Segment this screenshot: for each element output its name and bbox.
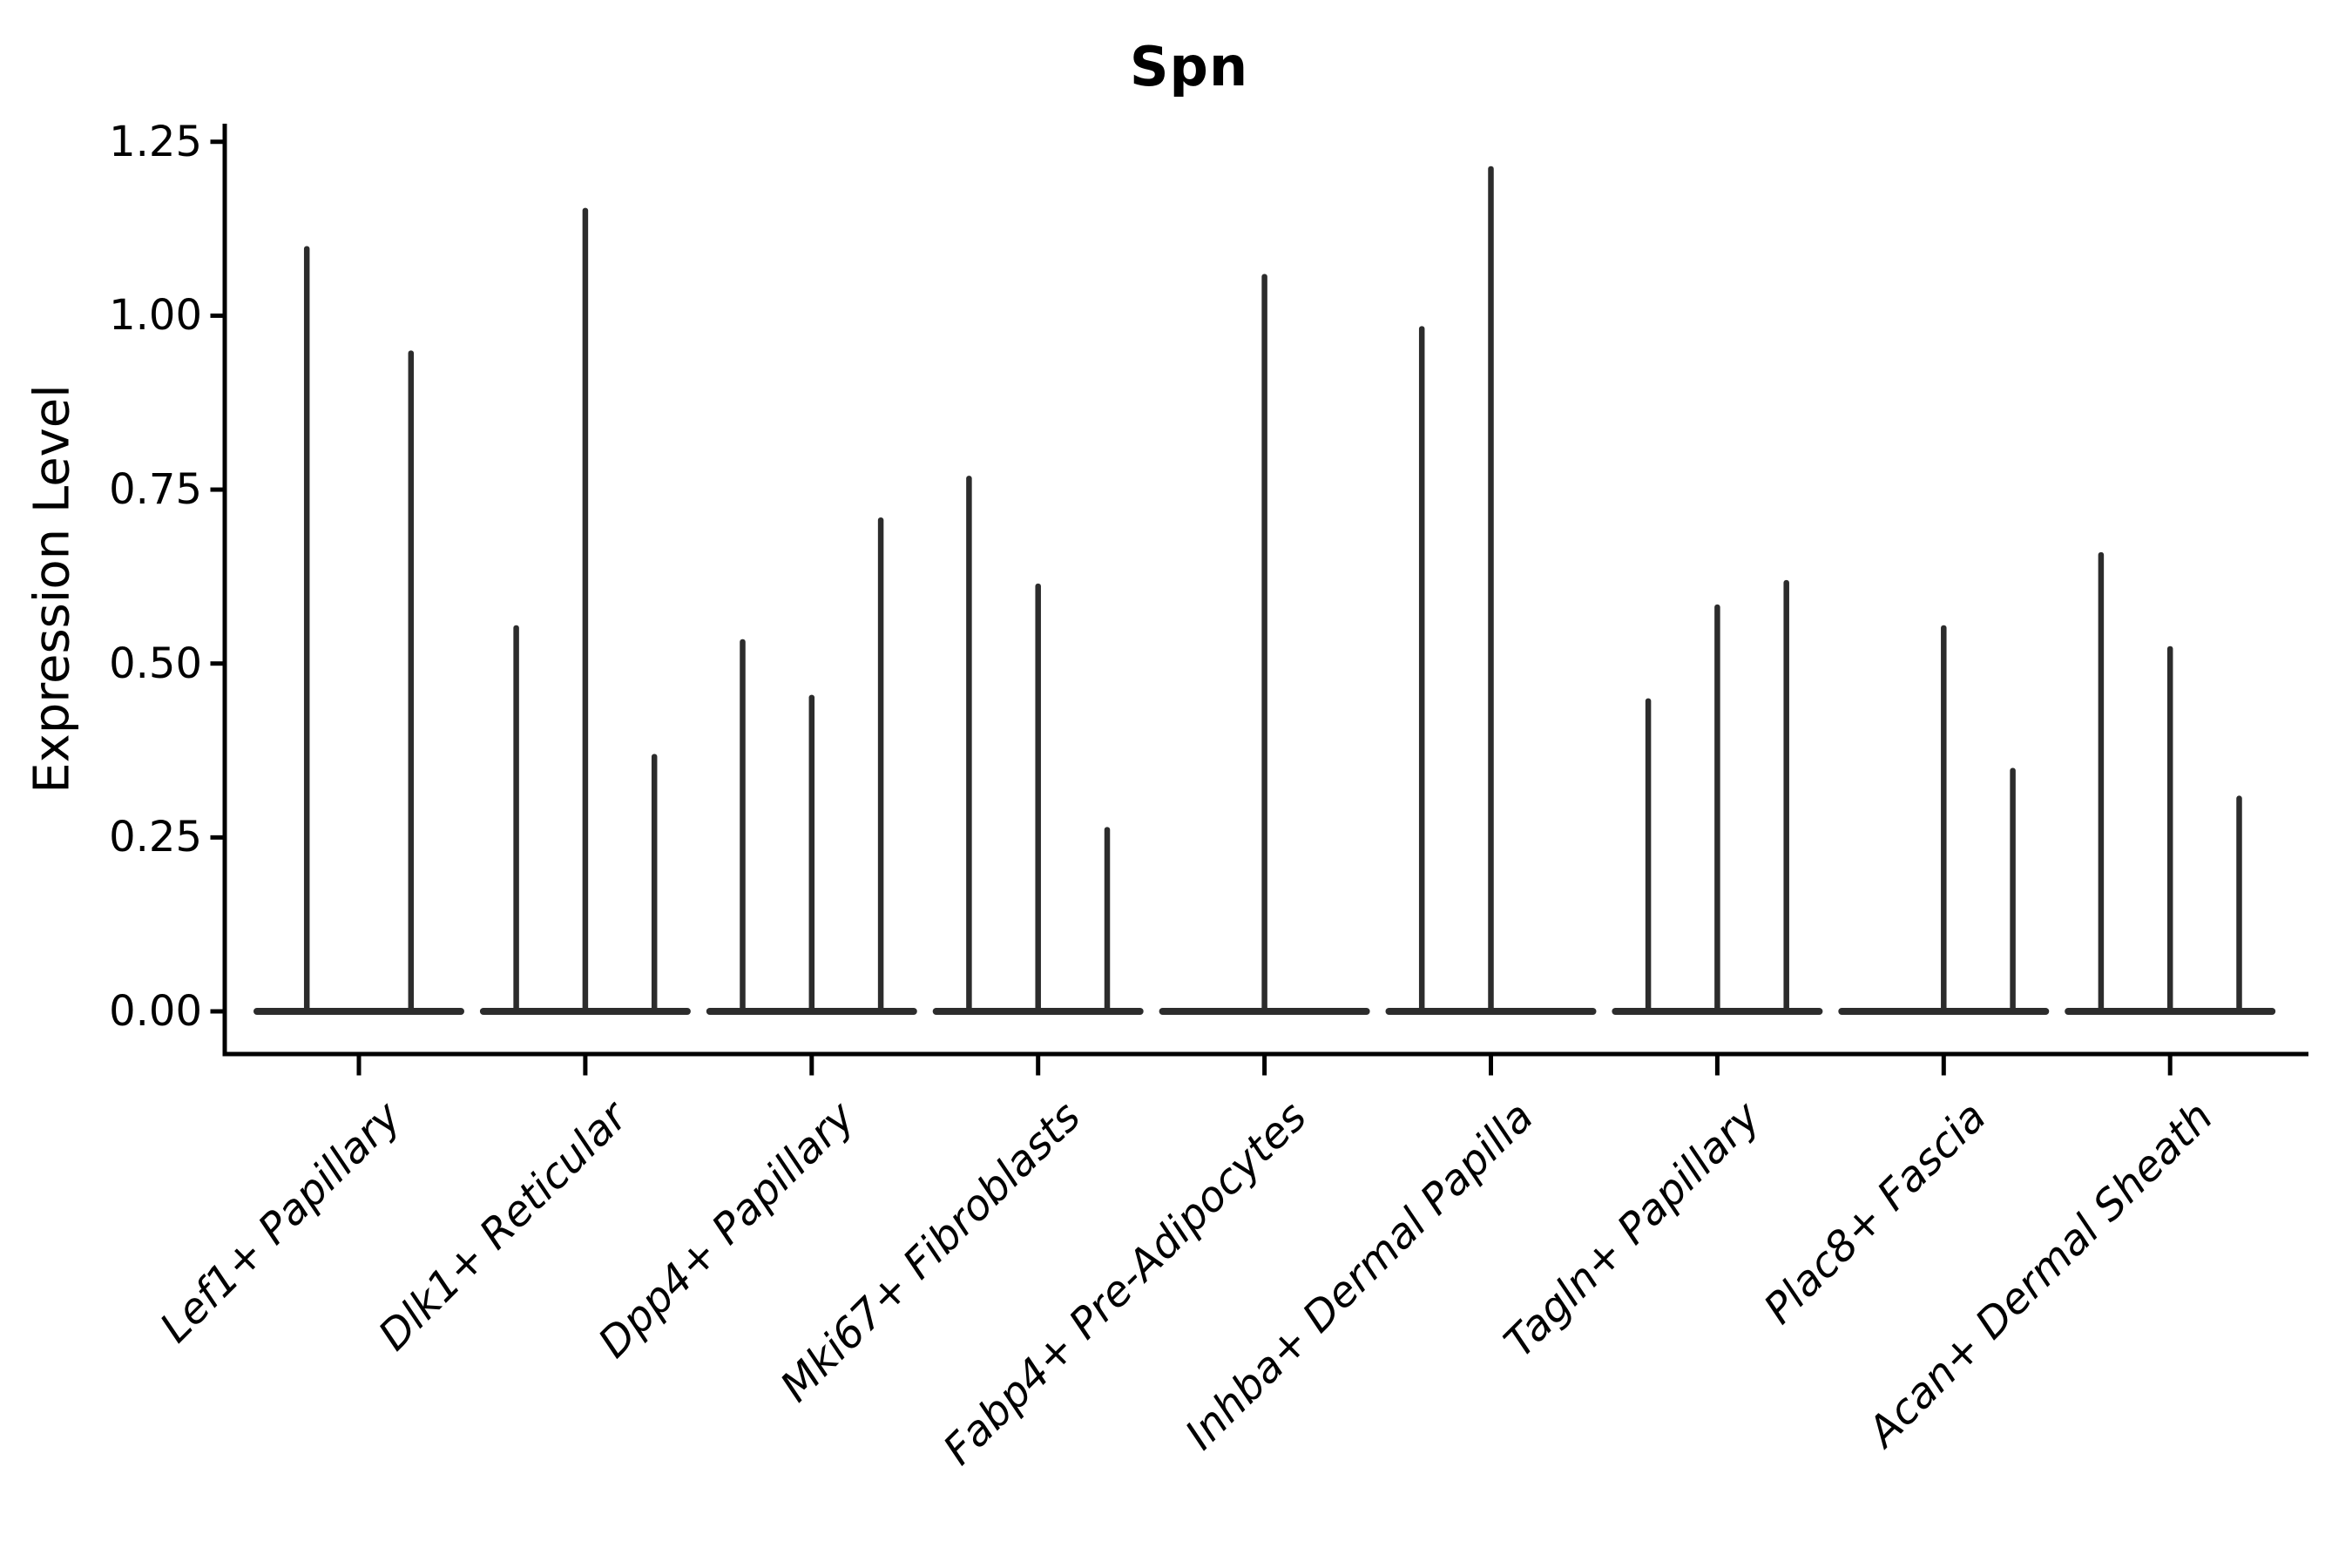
violin-density-spike [303, 246, 310, 1011]
violin-density-spike [1418, 326, 1425, 1011]
violin-density-spike [808, 694, 815, 1011]
violin-density-spike [1035, 583, 1041, 1011]
violin-density-spike [2098, 551, 2105, 1011]
y-tick-label: 0.50 [109, 639, 202, 688]
violin-baseline [1838, 1008, 2050, 1015]
violin-baseline [706, 1008, 917, 1015]
y-tick-label: 1.25 [109, 117, 202, 166]
violin-density-spike [582, 207, 589, 1011]
violin-baseline [1612, 1008, 1823, 1015]
violin-density-spike [1104, 827, 1111, 1011]
violin-baseline [479, 1008, 691, 1015]
chart-title: Spn [1129, 35, 1249, 98]
y-tick-label: 0.25 [109, 813, 202, 862]
violin-density-spike [408, 350, 415, 1012]
y-tick-label: 0.00 [109, 987, 202, 1036]
violin-density-spike [740, 639, 746, 1011]
violin-baseline [253, 1008, 464, 1015]
violin-density-spike [1714, 604, 1720, 1011]
violin-density-spike [1645, 698, 1652, 1011]
violin-baseline [1385, 1008, 1597, 1015]
violin-density-spike [2236, 795, 2242, 1011]
violin-density-spike [1783, 579, 1789, 1011]
violin-density-spike [651, 754, 658, 1011]
violin-density-spike [1941, 625, 1947, 1011]
violin-density-spike [2010, 767, 2016, 1011]
violin-baseline [932, 1008, 1144, 1015]
violin-density-spike [966, 476, 972, 1011]
violin-density-spike [1261, 274, 1267, 1011]
violin-density-spike [2166, 645, 2173, 1011]
violin-density-spike [877, 517, 884, 1011]
violin-baseline [1159, 1008, 1370, 1015]
violin-density-spike [513, 625, 519, 1011]
violin-baseline [2065, 1008, 2276, 1015]
y-tick-label: 0.75 [109, 465, 202, 515]
violin-density-spike [1488, 166, 1494, 1012]
y-tick-label: 1.00 [109, 291, 202, 341]
